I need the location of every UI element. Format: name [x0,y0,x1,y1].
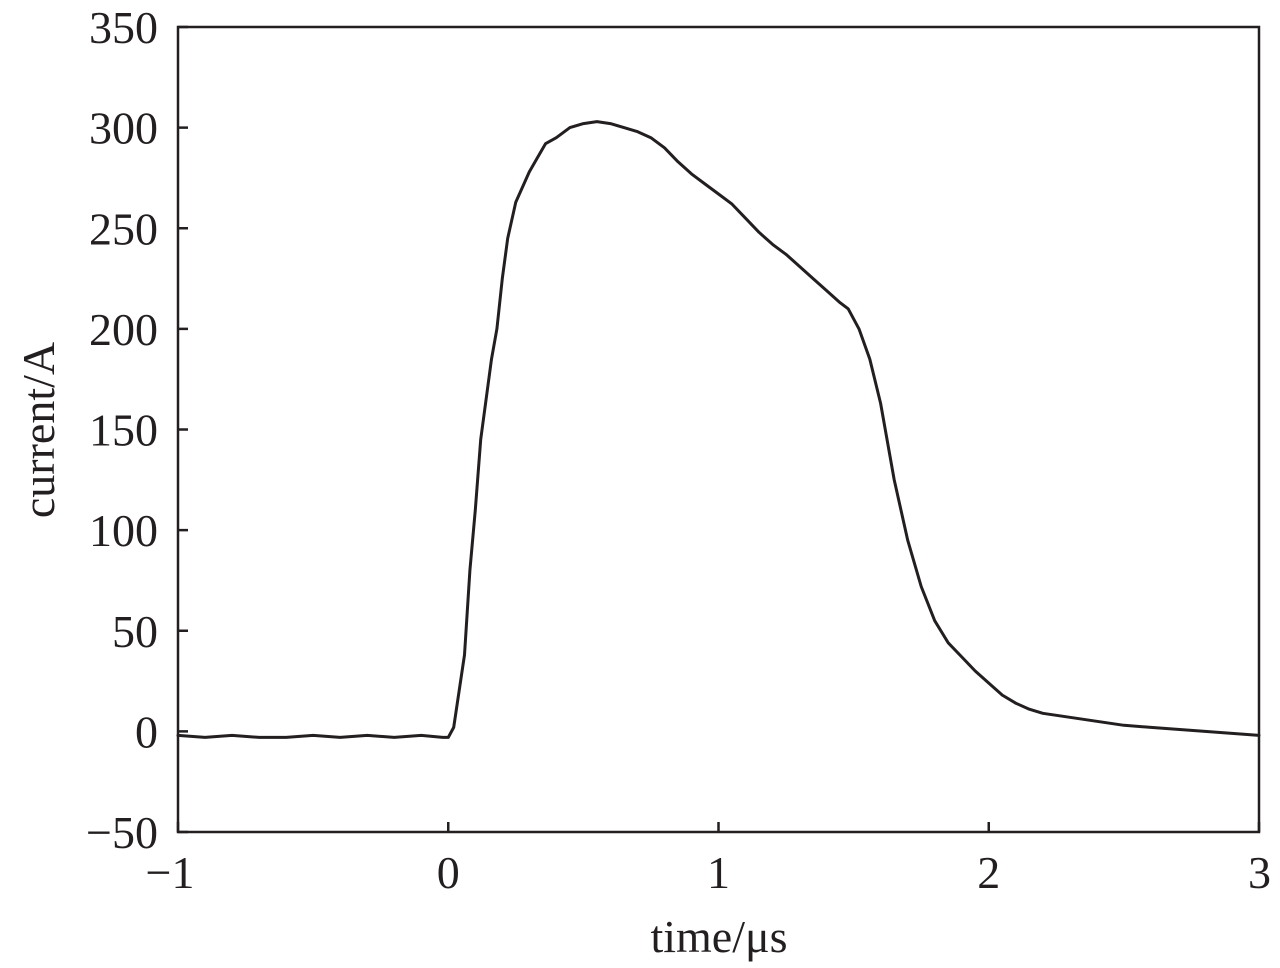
y-tick-label: 0 [135,706,158,757]
series-layer [176,120,1261,739]
x-tick-label: 0 [437,847,460,898]
x-tick-label: 2 [977,847,1000,898]
y-tick-label: 150 [89,405,158,456]
y-tick-label: 50 [112,606,158,657]
x-axis: −1 0 1 2 3 [146,822,1271,898]
x-tick-label: −1 [146,847,195,898]
y-tick-label: 250 [89,203,158,254]
x-tick-label: 3 [1248,847,1271,898]
y-tick-label: 100 [89,505,158,556]
x-axis-label: time/μs [650,911,787,962]
y-axis: −50 0 50 100 150 200 250 300 350 [86,2,188,858]
plot-frame [176,25,1261,834]
y-tick-label: 200 [89,304,158,355]
x-tick-label: 1 [707,847,730,898]
y-tick-label: 300 [89,103,158,154]
series-line-0 [176,120,1261,739]
y-tick-label: 350 [89,2,158,53]
y-tick-label: −50 [86,807,158,858]
y-axis-label: current/A [13,342,64,518]
